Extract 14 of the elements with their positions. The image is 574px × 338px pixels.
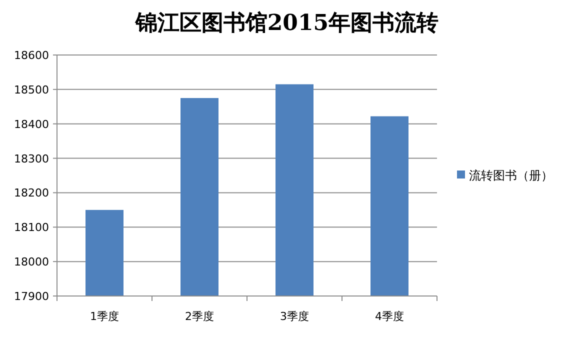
y-tick-label: 18400 xyxy=(14,118,49,131)
legend-label: 流转图书（册） xyxy=(469,168,553,182)
x-tick-label: 3季度 xyxy=(280,310,309,323)
y-tick-label: 18000 xyxy=(14,256,49,269)
y-tick-label: 18200 xyxy=(14,186,49,200)
x-tick-label: 2季度 xyxy=(185,310,214,323)
y-tick-label: 17900 xyxy=(14,290,49,303)
y-tick-label: 18500 xyxy=(14,83,49,96)
y-tick-label: 18600 xyxy=(14,49,49,62)
x-tick-label: 1季度 xyxy=(90,310,119,323)
chart-title: 锦江区图书馆2015年图书流转 xyxy=(134,10,439,36)
x-tick-label: 4季度 xyxy=(375,310,404,323)
y-tick-label: 18300 xyxy=(14,152,49,166)
y-tick-label: 18100 xyxy=(14,221,49,234)
